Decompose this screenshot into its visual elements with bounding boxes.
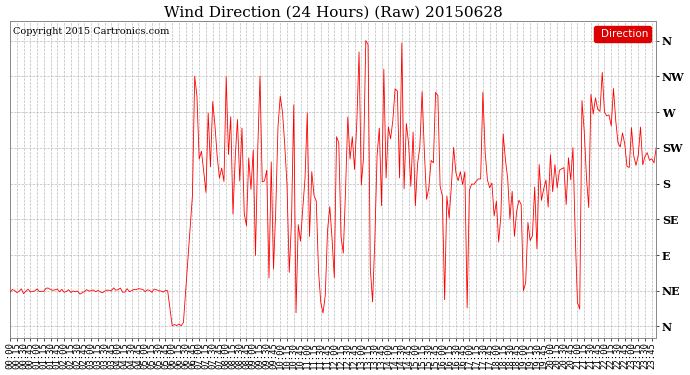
Legend: Direction: Direction	[594, 26, 651, 42]
Text: Copyright 2015 Cartronics.com: Copyright 2015 Cartronics.com	[13, 27, 170, 36]
Title: Wind Direction (24 Hours) (Raw) 20150628: Wind Direction (24 Hours) (Raw) 20150628	[164, 6, 502, 20]
